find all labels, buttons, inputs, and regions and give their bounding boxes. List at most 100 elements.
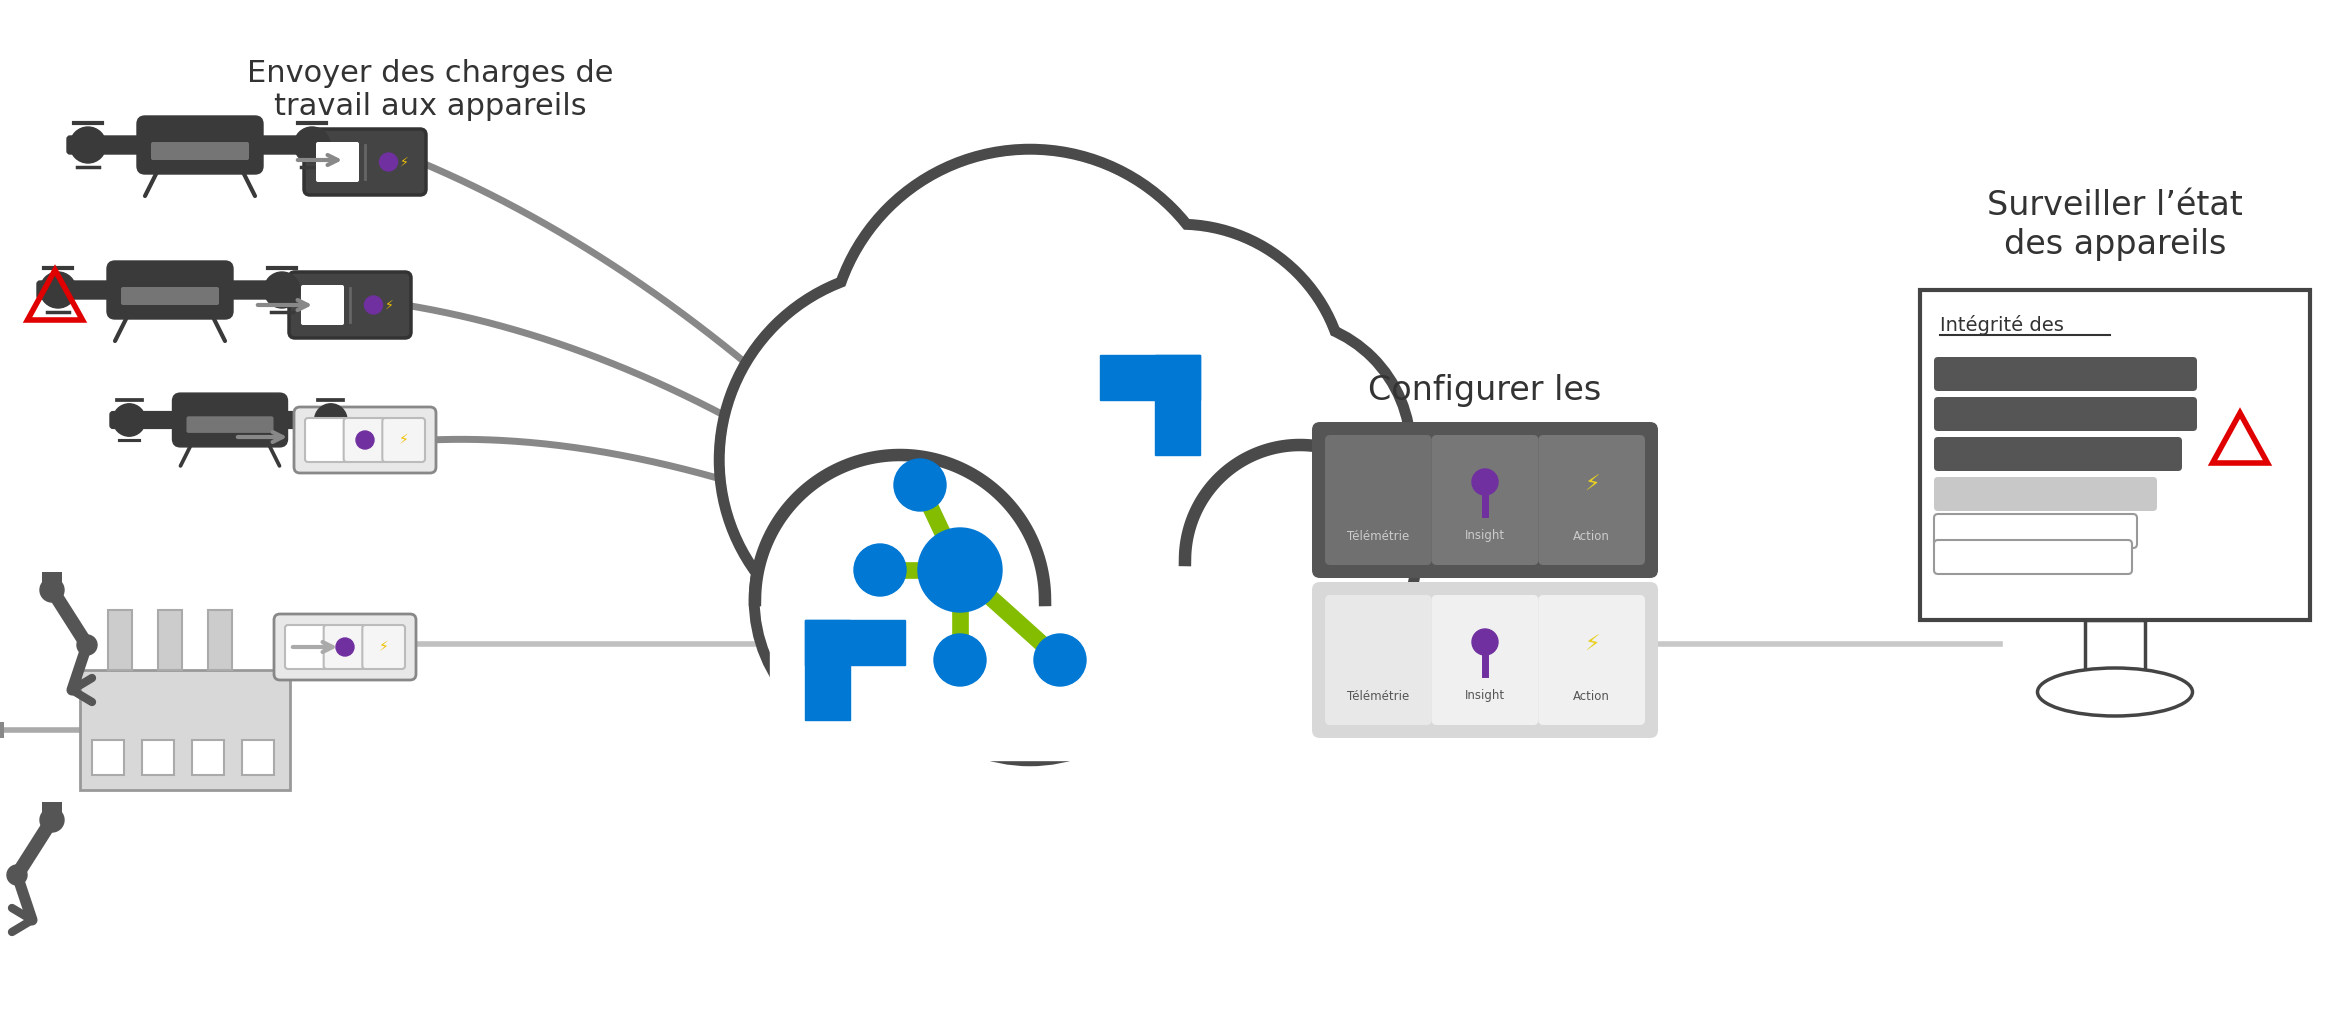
Bar [192,740,223,775]
FancyBboxPatch shape [305,129,427,195]
FancyBboxPatch shape [108,261,232,319]
Bar [770,590,1420,760]
Circle shape [1185,445,1415,675]
Circle shape [7,865,28,885]
Circle shape [77,635,96,655]
FancyBboxPatch shape [1432,435,1537,565]
Circle shape [1155,326,1404,574]
Bar [143,740,174,775]
Bar [1920,290,2309,620]
Text: Envoyer des charges de
travail aux appareils: Envoyer des charges de travail aux appar… [246,59,613,121]
FancyBboxPatch shape [1934,437,2183,471]
Text: Télémétrie: Télémétrie [1347,529,1411,543]
Circle shape [380,153,397,171]
Circle shape [885,465,1174,754]
FancyBboxPatch shape [1432,595,1537,725]
Circle shape [1472,629,1497,655]
Circle shape [1190,450,1411,670]
Circle shape [314,404,347,436]
Circle shape [760,460,1040,740]
Text: Insight: Insight [1465,529,1504,543]
Text: ⚡: ⚡ [399,433,408,447]
Circle shape [40,808,63,832]
FancyBboxPatch shape [1934,397,2197,431]
FancyBboxPatch shape [317,142,359,182]
Circle shape [934,634,986,686]
Bar [108,610,131,670]
Bar [80,670,291,790]
Circle shape [1035,634,1087,686]
Bar [1101,355,1199,400]
Bar [209,610,232,670]
FancyBboxPatch shape [1326,595,1432,725]
Bar [1155,355,1199,455]
Circle shape [831,150,1230,550]
Circle shape [756,455,1044,745]
Bar [242,740,275,775]
Circle shape [364,296,383,314]
Text: ⚡: ⚡ [1584,474,1598,495]
FancyBboxPatch shape [110,411,183,429]
Text: ⚡: ⚡ [1584,634,1598,655]
Text: Télémétrie: Télémétrie [1347,689,1411,702]
Circle shape [40,578,63,602]
FancyBboxPatch shape [305,418,347,462]
Circle shape [293,127,331,163]
Circle shape [854,544,906,596]
Bar [92,740,124,775]
FancyBboxPatch shape [383,418,425,462]
Circle shape [1044,455,1314,725]
Circle shape [263,272,300,308]
FancyBboxPatch shape [1312,582,1657,738]
Bar [0,722,5,738]
FancyBboxPatch shape [289,272,411,338]
Circle shape [1014,225,1345,555]
Text: ⚡: ⚡ [385,298,394,312]
Circle shape [918,528,1002,612]
Bar [42,802,61,821]
Circle shape [113,404,146,436]
Text: Action: Action [1572,529,1610,543]
FancyBboxPatch shape [277,411,350,429]
Circle shape [357,431,373,449]
Circle shape [70,127,106,163]
Circle shape [40,272,75,308]
Bar [42,572,61,590]
FancyBboxPatch shape [68,136,148,154]
FancyBboxPatch shape [122,287,218,305]
FancyBboxPatch shape [150,142,249,160]
Circle shape [1040,450,1319,730]
FancyBboxPatch shape [1934,514,2138,548]
Text: Action: Action [1572,689,1610,702]
FancyBboxPatch shape [223,281,303,299]
FancyBboxPatch shape [361,625,406,669]
Circle shape [880,460,1181,760]
FancyBboxPatch shape [171,393,286,447]
FancyBboxPatch shape [300,285,345,325]
Circle shape [725,276,1094,644]
FancyBboxPatch shape [324,625,366,669]
FancyBboxPatch shape [185,416,275,433]
Circle shape [836,156,1225,545]
Circle shape [1150,320,1411,580]
FancyBboxPatch shape [275,614,415,680]
Text: Configurer les: Configurer les [1368,374,1601,406]
Bar [157,610,183,670]
Circle shape [336,638,354,656]
Text: Surveiller l’état
des appareils: Surveiller l’état des appareils [1988,189,2244,261]
Text: Intégrité des: Intégrité des [1941,315,2063,335]
Circle shape [1021,230,1340,550]
FancyBboxPatch shape [1934,540,2131,574]
Circle shape [1472,469,1497,495]
FancyBboxPatch shape [284,625,329,669]
Text: Insight: Insight [1465,689,1504,702]
Bar [805,620,850,720]
FancyBboxPatch shape [1326,435,1432,565]
Circle shape [894,459,946,511]
FancyBboxPatch shape [293,407,437,473]
FancyBboxPatch shape [1934,477,2157,511]
FancyBboxPatch shape [1537,435,1645,565]
FancyBboxPatch shape [1934,357,2197,391]
Bar [805,620,906,665]
FancyBboxPatch shape [343,418,387,462]
